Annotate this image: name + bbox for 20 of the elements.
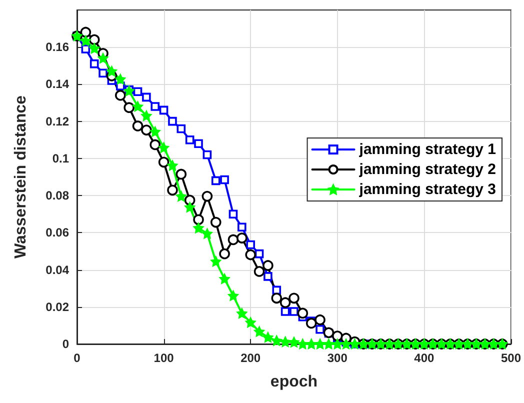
x-tick-label: 400 — [414, 351, 435, 365]
x-tick-label: 0 — [74, 351, 81, 365]
y-tick-label: 0.02 — [46, 300, 70, 314]
legend-label: jamming strategy 3 — [358, 181, 496, 198]
y-tick-label: 0.04 — [46, 262, 70, 277]
x-tick-label: 200 — [240, 351, 261, 365]
y-tick-label: 0.1 — [52, 151, 70, 166]
legend-label: jamming strategy 1 — [358, 141, 496, 158]
y-tick-label: 0.16 — [46, 40, 70, 54]
x-axis-title: epoch — [270, 374, 318, 390]
x-tick-label: 500 — [500, 351, 522, 365]
y-tick-label: 0 — [62, 337, 70, 351]
y-tick-label: 0.14 — [46, 77, 70, 92]
x-tick-label: 100 — [154, 351, 174, 365]
y-tick-label: 0.08 — [46, 188, 70, 203]
x-tick-label: 300 — [327, 351, 348, 365]
legend-label: jamming strategy 2 — [358, 161, 496, 178]
y-tick-label: 0.06 — [46, 226, 70, 240]
y-tick-label: 0.12 — [46, 114, 70, 128]
y-axis-title: Wasserstein distance — [12, 95, 30, 259]
